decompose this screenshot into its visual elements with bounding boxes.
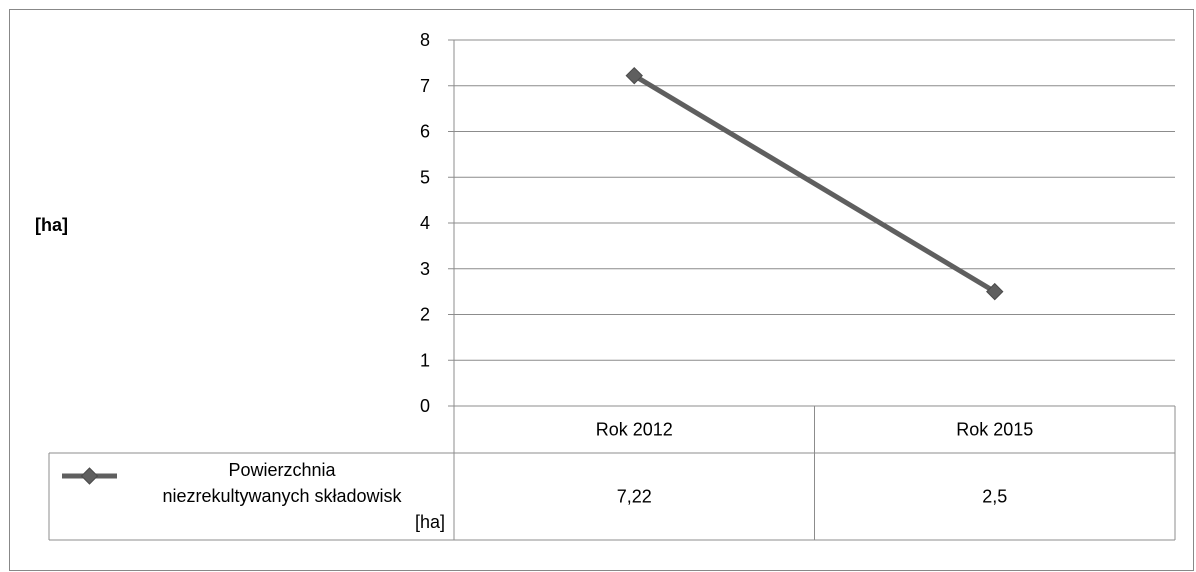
series-line [632, 73, 997, 294]
legend-marker-icon [80, 467, 99, 485]
y-tick-label: 1 [420, 350, 430, 370]
legend-series-label: [ha] [415, 512, 445, 532]
legend-series-label: niezrekultywanych składowisk [162, 486, 402, 506]
y-tick-label: 0 [420, 396, 430, 416]
data-point [625, 66, 643, 85]
series-group [625, 66, 1004, 301]
y-tick-label: 4 [420, 213, 430, 233]
chart-frame [9, 9, 1194, 571]
y-tick-label: 5 [420, 167, 430, 187]
y-tick-labels: 0 1 2 3 4 5 6 7 8 [420, 30, 430, 416]
y-tick-label: 7 [420, 76, 430, 96]
x-category-label: Rok 2015 [956, 420, 1033, 440]
legend-series-label: Powierzchnia [228, 460, 336, 480]
y-tick-label: 2 [420, 305, 430, 325]
data-table-value: 2,5 [982, 487, 1007, 507]
data-table: Rok 2012 Rok 2015 7,22 2,5 Powierzchnia niezr… [48, 405, 1176, 541]
data-point [986, 282, 1004, 301]
y-tick-label: 6 [420, 122, 430, 142]
x-category-label: Rok 2012 [596, 420, 673, 440]
data-table-value: 7,22 [617, 487, 652, 507]
gridlines [448, 39, 1175, 407]
y-tick-label: 8 [420, 30, 430, 50]
y-tick-label: 3 [420, 259, 430, 279]
y-axis-label: [ha] [35, 215, 68, 235]
